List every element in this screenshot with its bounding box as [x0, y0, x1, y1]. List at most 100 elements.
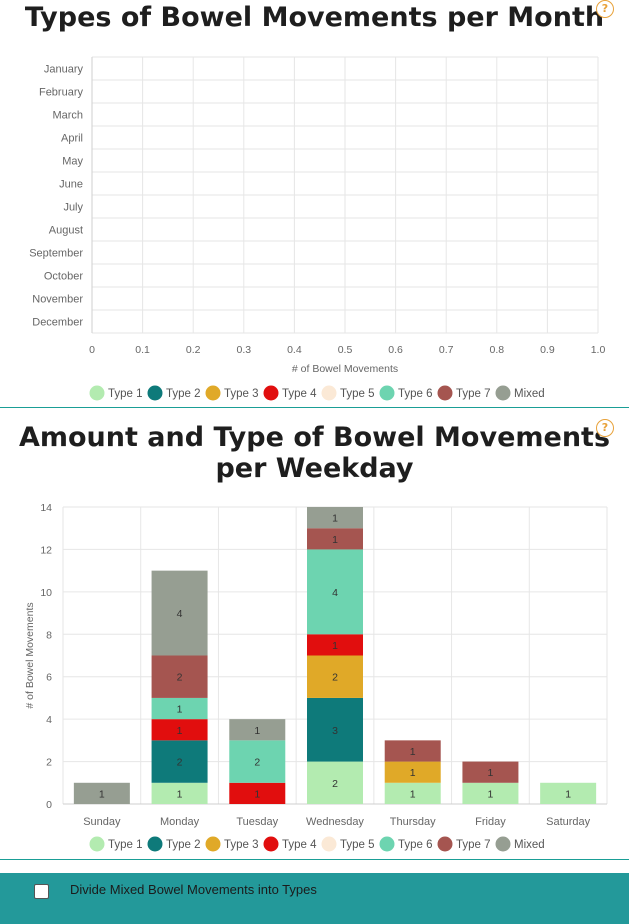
chart2-bar-wednesday-mixed [307, 507, 363, 529]
chart1-category-label-november: November [32, 294, 83, 306]
chart1-legend-label-type-3: Type 3 [224, 388, 259, 400]
chart1-x-tick-label: 0.7 [439, 344, 454, 356]
chart2-bar-saturday-type-1 [540, 782, 597, 804]
chart2-help-icon[interactable]: ? [596, 419, 614, 437]
chart2-bar-thursday-type-7 [384, 740, 441, 762]
chart1-legend-marker-type-5 [321, 385, 337, 401]
chart2-bar-wednesday-type-1 [307, 761, 363, 804]
chart2-legend-label-type-5: Type 5 [340, 839, 375, 851]
chart1-x-tick-label: 0.1 [135, 344, 150, 356]
chart2-y-tick-label: 14 [40, 502, 52, 514]
chart2-bar-wednesday-type-3 [307, 655, 363, 698]
chart2-bar-monday-type-6 [151, 697, 208, 720]
chart2-legend-marker-type-1 [89, 836, 105, 852]
chart-divider-bottom [0, 859, 629, 860]
chart2-legend-label-type-2: Type 2 [166, 839, 201, 851]
chart2-legend-marker-mixed [495, 836, 511, 852]
chart2-bar-tuesday-type-6 [229, 740, 286, 783]
chart1-legend-label-type-5: Type 5 [340, 388, 375, 400]
chart2-category-label-friday: Friday [475, 816, 506, 828]
chart2-legend-label-type-4: Type 4 [282, 839, 317, 851]
chart1-x-axis-title: # of Bowel Movements [292, 363, 398, 375]
chart1-x-tick-label: 0.3 [236, 344, 251, 356]
chart2-data-label-sunday-mixed: 1 [99, 788, 105, 800]
chart2-data-label-monday-type-2: 2 [177, 757, 183, 769]
chart1-help-icon[interactable]: ? [596, 0, 614, 18]
chart1-legend-label-mixed: Mixed [514, 388, 545, 400]
chart1-x-tick-label: 0 [89, 344, 95, 356]
chart2-category-label-saturday: Saturday [546, 816, 591, 828]
chart1-category-label-april: April [61, 133, 83, 145]
chart2-data-label-friday-type-1: 1 [488, 788, 494, 800]
chart2-y-tick-label: 0 [46, 799, 52, 811]
divide-mixed-checkbox[interactable] [34, 884, 49, 899]
chart2-category-label-monday: Monday [160, 816, 200, 828]
chart2-y-axis-title: # of Bowel Movements [24, 602, 36, 708]
chart2-data-label-tuesday-type-6: 2 [254, 757, 260, 769]
chart2-data-label-wednesday-type-7: 1 [332, 534, 338, 546]
chart2-legend-marker-type-5 [321, 836, 337, 852]
chart2-legend-label-mixed: Mixed [514, 839, 545, 851]
chart1-title: Types of Bowel Movements per Month [24, 2, 605, 33]
chart2-data-label-wednesday-type-2: 3 [332, 725, 338, 737]
chart2-y-tick-label: 4 [46, 714, 52, 726]
chart2-bar-friday-type-1 [462, 782, 519, 804]
chart2-data-label-thursday-type-1: 1 [410, 788, 416, 800]
chart2-data-label-wednesday-type-4: 1 [332, 640, 338, 652]
chart2-data-label-saturday-type-1: 1 [565, 788, 571, 800]
chart2-category-label-wednesday: Wednesday [306, 816, 364, 828]
chart1-legend-label-type-4: Type 4 [282, 388, 317, 400]
footer-bar [0, 873, 629, 924]
chart2-y-tick-label: 2 [46, 757, 52, 769]
chart2-y-tick-label: 8 [46, 629, 52, 641]
chart1-legend-marker-type-6 [379, 385, 395, 401]
chart1-legend-marker-type-1 [89, 385, 105, 401]
divide-mixed-label[interactable]: Divide Mixed Bowel Movements into Types [70, 882, 317, 897]
chart1-category-label-september: September [29, 248, 83, 260]
chart2-legend-marker-type-4 [263, 836, 279, 852]
chart2-bar-thursday-type-3 [384, 761, 441, 783]
chart1-category-label-july: July [63, 202, 83, 214]
chart2-bar-monday-type-1 [151, 782, 208, 804]
chart2-legend-marker-type-7 [437, 836, 453, 852]
chart1-category-label-may: May [62, 156, 83, 168]
chart1-category-label-june: June [59, 179, 83, 191]
chart2-bar-wednesday-type-4 [307, 634, 363, 656]
chart1-category-label-february: February [39, 87, 84, 99]
chart2-y-tick-label: 12 [40, 544, 52, 556]
chart2-category-label-thursday: Thursday [390, 816, 436, 828]
chart2-data-label-wednesday-type-3: 2 [332, 672, 338, 684]
chart1-x-tick-label: 0.9 [540, 344, 555, 356]
chart2-y-tick-label: 6 [46, 672, 52, 684]
chart1-category-label-january: January [44, 64, 84, 76]
chart2-legend-label-type-1: Type 1 [108, 839, 143, 851]
chart1-legend-label-type-6: Type 6 [398, 388, 433, 400]
chart2-bar-friday-type-7 [462, 761, 519, 783]
chart-divider [0, 407, 629, 408]
chart1-x-tick-label: 1.0 [591, 344, 606, 356]
chart2-bar-monday-type-4 [151, 719, 208, 741]
chart1-category-label-march: March [52, 110, 83, 122]
chart2-data-label-thursday-type-3: 1 [410, 767, 416, 779]
chart1-legend-marker-mixed [495, 385, 511, 401]
chart1-category-label-august: August [49, 225, 83, 237]
chart2-bar-tuesday-type-4 [229, 782, 286, 804]
chart1-legend-marker-type-7 [437, 385, 453, 401]
chart2-data-label-friday-type-7: 1 [488, 767, 494, 779]
chart1-x-tick-label: 0.6 [388, 344, 403, 356]
chart1-legend-label-type-1: Type 1 [108, 388, 143, 400]
chart1-category-label-october: October [44, 271, 83, 283]
chart1-x-tick-label: 0.5 [338, 344, 353, 356]
chart2-data-label-monday-type-7: 2 [177, 672, 183, 684]
chart2-category-label-sunday: Sunday [83, 816, 121, 828]
chart2-title-line1: Amount and Type of Bowel Movements [18, 422, 611, 453]
chart2-data-label-monday-type-4: 1 [177, 725, 183, 737]
chart2-data-label-monday-type-1: 1 [177, 788, 183, 800]
chart2-legend-marker-type-6 [379, 836, 395, 852]
chart1-legend-label-type-2: Type 2 [166, 388, 201, 400]
chart2-bar-thursday-type-1 [384, 782, 441, 804]
chart2-data-label-monday-type-6: 1 [177, 704, 183, 716]
chart2-category-label-tuesday: Tuesday [236, 816, 278, 828]
chart1-x-tick-label: 0.4 [287, 344, 302, 356]
